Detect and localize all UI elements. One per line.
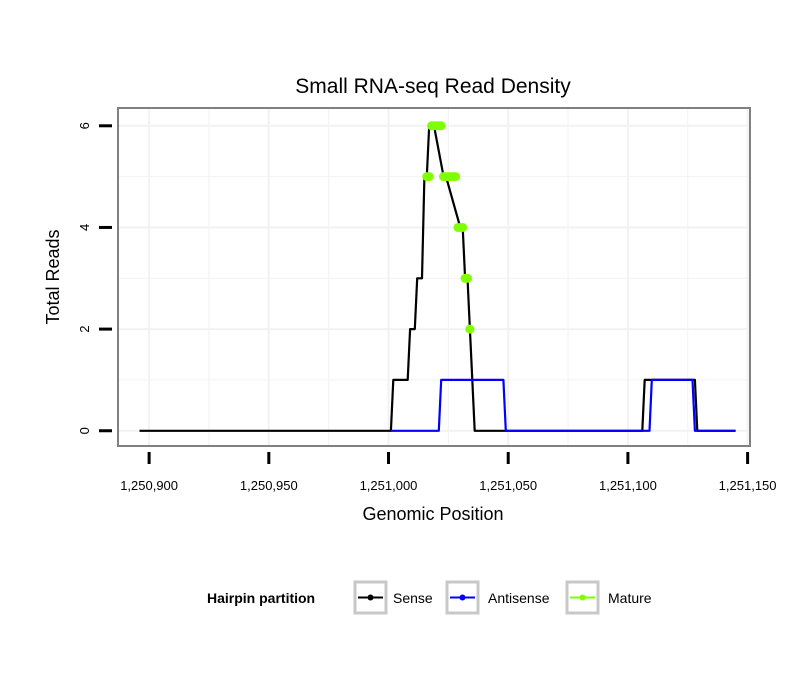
- mature-point: [463, 273, 473, 283]
- y-axis-title: Total Reads: [43, 229, 63, 324]
- antisense-legend-point: [459, 594, 466, 601]
- x-tick-label: 1,251,150: [719, 478, 777, 493]
- mature-legend-point: [579, 594, 586, 601]
- mature-point: [436, 121, 446, 131]
- x-tick-label: 1,251,000: [360, 478, 418, 493]
- sense-legend-point: [367, 594, 374, 601]
- mature-point: [424, 172, 434, 182]
- mature-legend-label: Mature: [608, 590, 652, 606]
- grid: [119, 109, 749, 445]
- y-tick-label: 0: [77, 427, 92, 434]
- x-tick-label: 1,250,950: [240, 478, 298, 493]
- x-tick-label: 1,251,050: [479, 478, 537, 493]
- chart-title: Small RNA-seq Read Density: [295, 75, 571, 98]
- y-tick-label: 4: [77, 224, 92, 231]
- series-layer: [139, 121, 736, 432]
- antisense-series-line: [390, 378, 736, 432]
- y-tick-label: 6: [77, 122, 92, 129]
- mature-point: [465, 324, 475, 334]
- x-axis-title: Genomic Position: [362, 504, 503, 524]
- mature-point: [451, 172, 461, 182]
- x-tick-label: 1,250,900: [120, 478, 178, 493]
- mature-point: [458, 222, 468, 232]
- x-tick-label: 1,251,100: [599, 478, 657, 493]
- sense-legend-label: Sense: [393, 590, 433, 606]
- y-tick-label: 2: [77, 325, 92, 332]
- antisense-legend-label: Antisense: [488, 590, 550, 606]
- legend-title: Hairpin partition: [207, 590, 315, 606]
- legend: Hairpin partition Sense Antisense Mature: [207, 580, 652, 615]
- panel-border: [117, 107, 751, 447]
- axes: 1,250,900 1,250,950 1,251,000 1,251,050 1,25…: [77, 122, 777, 493]
